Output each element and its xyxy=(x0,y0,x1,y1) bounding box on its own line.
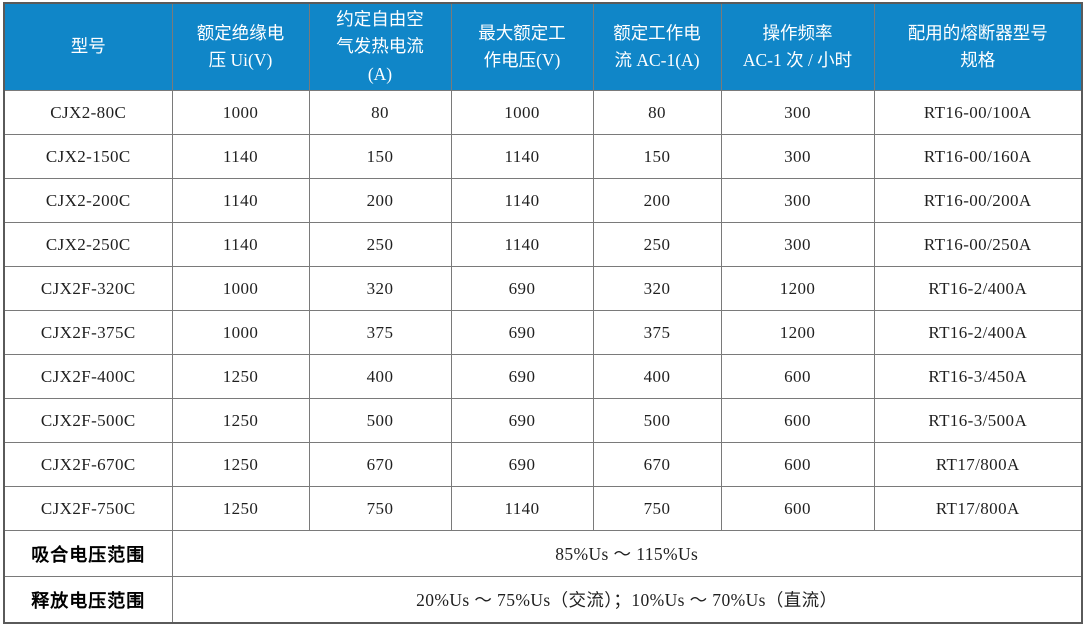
value-cell: 80 xyxy=(592,90,722,135)
value-cell: 200 xyxy=(308,178,452,223)
value-cell: 320 xyxy=(308,266,452,311)
value-cell: 750 xyxy=(592,486,722,531)
col-header-model: 型号 xyxy=(3,2,173,91)
table-row: CJX2F-375C 1000 375 690 375 1200 RT16-2/400A xyxy=(3,310,1083,355)
value-cell: 600 xyxy=(720,486,875,531)
table-row: CJX2-80C 1000 80 1000 80 300 RT16-00/100A xyxy=(3,90,1083,135)
value-cell: 375 xyxy=(308,310,452,355)
value-cell: 1000 xyxy=(171,90,310,135)
value-cell: 200 xyxy=(592,178,722,223)
value-cell: 300 xyxy=(720,178,875,223)
release-voltage-row: 释放电压范围 20%Us ～ 75%Us（交流）；10%Us ～ 70%Us（直… xyxy=(3,576,1083,624)
model-cell: CJX2F-500C xyxy=(3,398,173,443)
table-row: CJX2F-670C 1250 670 690 670 600 RT17/800A xyxy=(3,442,1083,487)
value-cell: RT16-3/500A xyxy=(873,398,1083,443)
value-cell: 500 xyxy=(592,398,722,443)
table-row: CJX2-150C 1140 150 1140 150 300 RT16-00/160A xyxy=(3,134,1083,179)
value-cell: 300 xyxy=(720,90,875,135)
value-cell: 1000 xyxy=(171,310,310,355)
model-cell: CJX2-200C xyxy=(3,178,173,223)
header-row: 型号 额定绝缘电 压 Ui(V) 约定自由空 气发热电流 (A) 最大额定工 作… xyxy=(3,2,1083,91)
value-cell: 690 xyxy=(450,442,594,487)
table-row: CJX2F-750C 1250 750 1140 750 600 RT17/800A xyxy=(3,486,1083,531)
value-cell: 1140 xyxy=(450,178,594,223)
value-cell: 500 xyxy=(308,398,452,443)
table-body: CJX2-80C 1000 80 1000 80 300 RT16-00/100A CJX2-… xyxy=(3,90,1083,531)
table-header: 型号 额定绝缘电 压 Ui(V) 约定自由空 气发热电流 (A) 最大额定工 作… xyxy=(3,2,1083,91)
col-header-thermal-current: 约定自由空 气发热电流 (A) xyxy=(308,2,452,91)
value-cell: 1140 xyxy=(450,134,594,179)
table-footer: 吸合电压范围 85%Us ～ 115%Us 释放电压范围 20%Us ～ 75%… xyxy=(3,530,1083,624)
value-cell: RT17/800A xyxy=(873,486,1083,531)
table-row: CJX2F-500C 1250 500 690 500 600 RT16-3/500A xyxy=(3,398,1083,443)
value-cell: 670 xyxy=(308,442,452,487)
value-cell: 690 xyxy=(450,266,594,311)
model-cell: CJX2-80C xyxy=(3,90,173,135)
model-cell: CJX2F-750C xyxy=(3,486,173,531)
value-cell: RT16-00/200A xyxy=(873,178,1083,223)
value-cell: RT16-00/250A xyxy=(873,222,1083,267)
pickup-voltage-value: 85%Us ～ 115%Us xyxy=(171,530,1083,577)
value-cell: 690 xyxy=(450,398,594,443)
value-cell: 750 xyxy=(308,486,452,531)
col-header-op-frequency: 操作频率 AC-1 次 / 小时 xyxy=(720,2,875,91)
table-row: CJX2F-320C 1000 320 690 320 1200 RT16-2/400A xyxy=(3,266,1083,311)
value-cell: 1140 xyxy=(171,134,310,179)
value-cell: 400 xyxy=(592,354,722,399)
value-cell: 320 xyxy=(592,266,722,311)
pickup-voltage-label: 吸合电压范围 xyxy=(3,530,173,577)
model-cell: CJX2F-670C xyxy=(3,442,173,487)
value-cell: 1140 xyxy=(171,222,310,267)
col-header-fuse-spec: 配用的熔断器型号 规格 xyxy=(873,2,1083,91)
value-cell: 690 xyxy=(450,354,594,399)
value-cell: 1140 xyxy=(171,178,310,223)
value-cell: RT16-00/100A xyxy=(873,90,1083,135)
value-cell: 375 xyxy=(592,310,722,355)
value-cell: 1200 xyxy=(720,310,875,355)
col-header-insulation-voltage: 额定绝缘电 压 Ui(V) xyxy=(171,2,310,91)
value-cell: 400 xyxy=(308,354,452,399)
value-cell: 1000 xyxy=(171,266,310,311)
value-cell: 250 xyxy=(592,222,722,267)
value-cell: 1200 xyxy=(720,266,875,311)
value-cell: 80 xyxy=(308,90,452,135)
release-voltage-label: 释放电压范围 xyxy=(3,576,173,624)
value-cell: 670 xyxy=(592,442,722,487)
value-cell: 300 xyxy=(720,134,875,179)
value-cell: RT16-2/400A xyxy=(873,266,1083,311)
col-header-working-current: 额定工作电 流 AC-1(A) xyxy=(592,2,722,91)
value-cell: RT17/800A xyxy=(873,442,1083,487)
model-cell: CJX2-150C xyxy=(3,134,173,179)
value-cell: 250 xyxy=(308,222,452,267)
value-cell: 300 xyxy=(720,222,875,267)
value-cell: RT16-2/400A xyxy=(873,310,1083,355)
model-cell: CJX2F-375C xyxy=(3,310,173,355)
spec-table-container: 型号 额定绝缘电 压 Ui(V) 约定自由空 气发热电流 (A) 最大额定工 作… xyxy=(3,2,1083,624)
value-cell: 1250 xyxy=(171,442,310,487)
pickup-voltage-row: 吸合电压范围 85%Us ～ 115%Us xyxy=(3,530,1083,577)
value-cell: RT16-3/450A xyxy=(873,354,1083,399)
table-row: CJX2-200C 1140 200 1140 200 300 RT16-00/200A xyxy=(3,178,1083,223)
value-cell: 690 xyxy=(450,310,594,355)
value-cell: 600 xyxy=(720,354,875,399)
col-header-max-voltage: 最大额定工 作电压(V) xyxy=(450,2,594,91)
value-cell: 600 xyxy=(720,442,875,487)
value-cell: 1000 xyxy=(450,90,594,135)
model-cell: CJX2F-320C xyxy=(3,266,173,311)
model-cell: CJX2-250C xyxy=(3,222,173,267)
table-row: CJX2-250C 1140 250 1140 250 300 RT16-00/250A xyxy=(3,222,1083,267)
model-cell: CJX2F-400C xyxy=(3,354,173,399)
value-cell: 1140 xyxy=(450,486,594,531)
value-cell: 1250 xyxy=(171,354,310,399)
value-cell: 1250 xyxy=(171,486,310,531)
value-cell: 150 xyxy=(308,134,452,179)
value-cell: 1140 xyxy=(450,222,594,267)
contactor-spec-table: 型号 额定绝缘电 压 Ui(V) 约定自由空 气发热电流 (A) 最大额定工 作… xyxy=(3,2,1083,624)
value-cell: 600 xyxy=(720,398,875,443)
value-cell: RT16-00/160A xyxy=(873,134,1083,179)
value-cell: 1250 xyxy=(171,398,310,443)
table-row: CJX2F-400C 1250 400 690 400 600 RT16-3/450A xyxy=(3,354,1083,399)
release-voltage-value: 20%Us ～ 75%Us（交流）；10%Us ～ 70%Us（直流） xyxy=(171,576,1083,624)
value-cell: 150 xyxy=(592,134,722,179)
